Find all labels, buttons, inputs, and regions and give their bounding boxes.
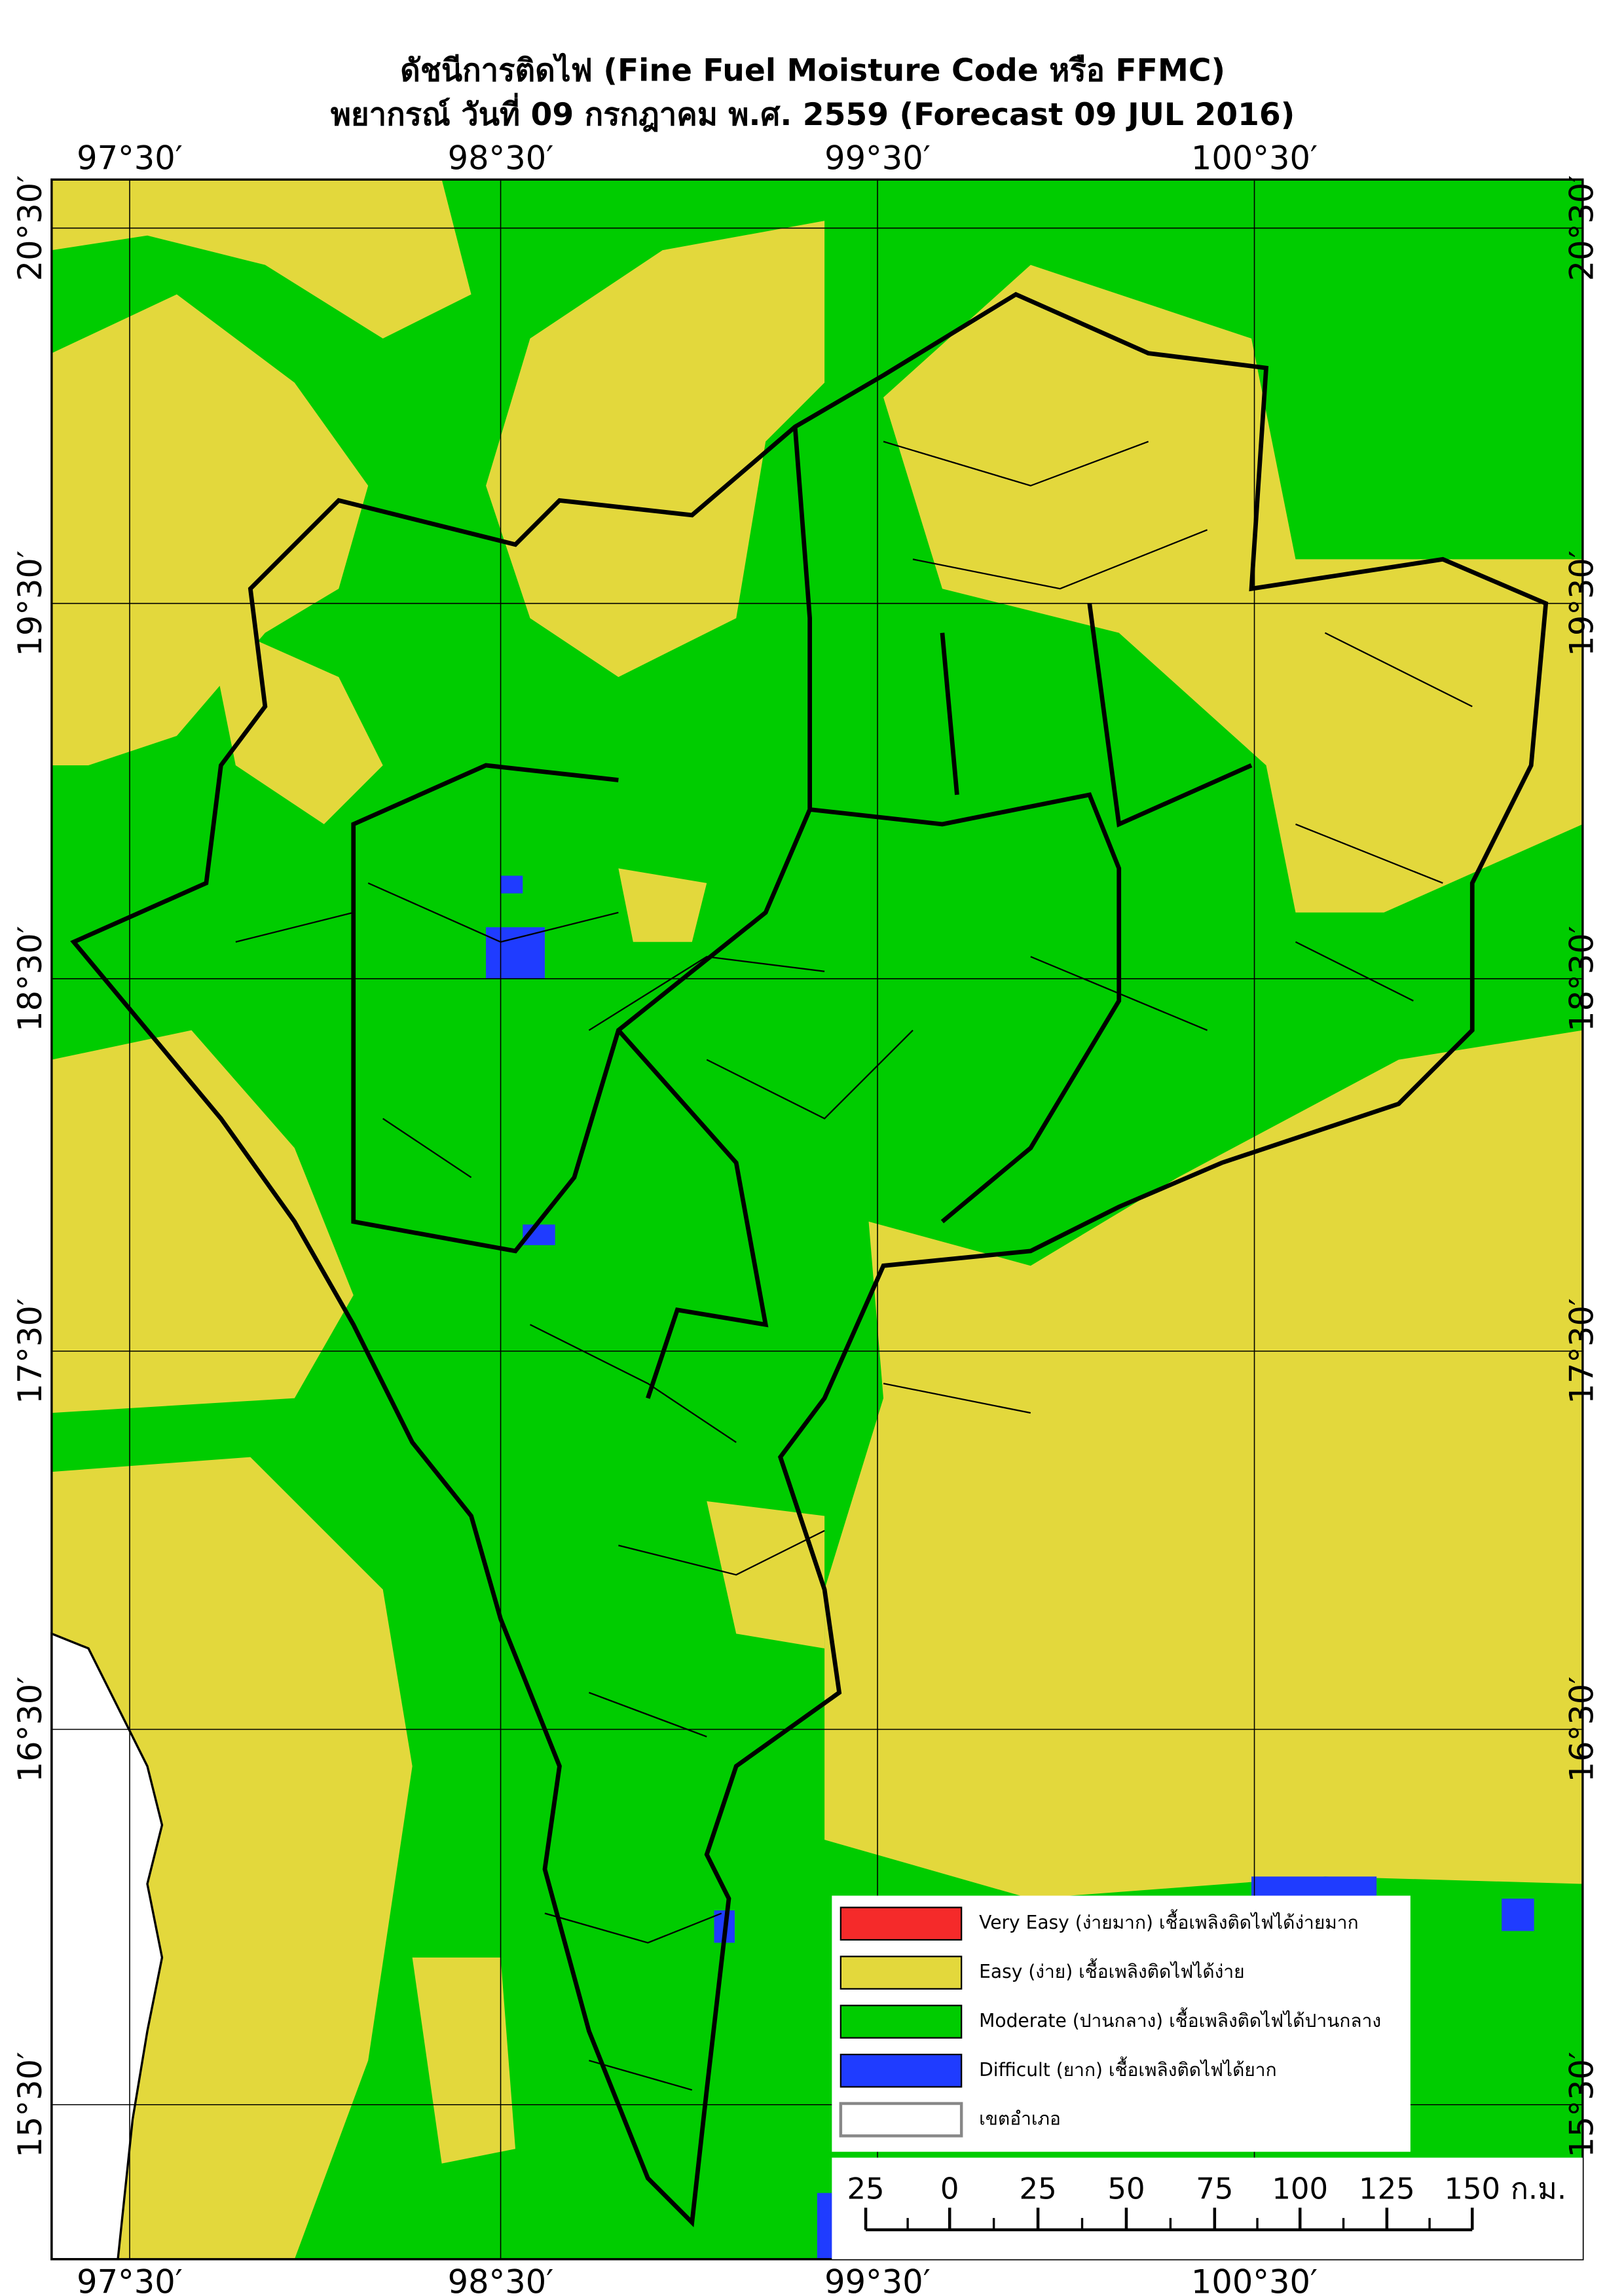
map-subtitle: พยากรณ์ วันที่ 09 กรกฎาคม พ.ศ. 2559 (For… xyxy=(331,92,1295,133)
scale-label: 50 xyxy=(1107,2172,1145,2206)
easy-areas xyxy=(51,179,1583,2259)
longitude-label: 97°30′ xyxy=(77,139,183,177)
latitude-label: 17°30′ xyxy=(1563,1298,1601,1404)
latitude-label: 19°30′ xyxy=(11,551,49,657)
latitude-label: 16°30′ xyxy=(11,1677,49,1783)
scale-box xyxy=(832,2157,1583,2259)
latitude-label: 20°30′ xyxy=(11,175,49,282)
scale-label: 25 xyxy=(1019,2172,1056,2206)
latitude-label: 18°30′ xyxy=(1563,926,1601,1032)
latitude-label: 20°30′ xyxy=(1563,175,1601,282)
latitude-label: 19°30′ xyxy=(1563,551,1601,657)
legend-label: Very Easy (ง่ายมาก) เชื้อเพลิงติดไฟได้ง่… xyxy=(979,1909,1358,1933)
latitude-label: 18°30′ xyxy=(11,926,49,1032)
latitude-label: 17°30′ xyxy=(11,1298,49,1404)
scale-label: 0 xyxy=(940,2172,959,2206)
map-frame xyxy=(50,178,1584,2261)
scale-bar: 25 0 25 50 75 100 125 150 ก.ม. xyxy=(832,2157,1583,2259)
graticule: 97°30′ 97°30′ 98°30′ 98°30′ 99°30′ 99°30′ 100°… xyxy=(11,139,1600,2296)
legend: Very Easy (ง่ายมาก) เชื้อเพลิงติดไฟได้ง่… xyxy=(832,1895,1411,2152)
legend-swatch xyxy=(840,1956,963,1990)
longitude-label: 97°30′ xyxy=(77,2263,183,2296)
legend-swatch xyxy=(840,2005,963,2039)
longitude-label: 100°30′ xyxy=(1191,139,1318,177)
map-title: ดัชนีการติดไฟ (Fine Fuel Moisture Code ห… xyxy=(400,52,1225,89)
latitude-label: 15°30′ xyxy=(11,2052,49,2158)
legend-swatch xyxy=(840,1906,963,1941)
legend-label: Easy (ง่าย) เชื้อเพลิงติดไฟได้ง่าย xyxy=(979,1958,1244,1982)
latitude-label: 15°30′ xyxy=(1563,2052,1601,2158)
longitude-label: 99°30′ xyxy=(824,2263,931,2296)
scale-label: 150 xyxy=(1444,2172,1500,2206)
scale-label: 125 xyxy=(1359,2172,1415,2206)
legend-items: Very Easy (ง่ายมาก) เชื้อเพลิงติดไฟได้ง่… xyxy=(839,1906,1381,2138)
scale-label: 75 xyxy=(1196,2172,1233,2206)
scale-unit: ก.ม. xyxy=(1511,2172,1566,2206)
province-boundaries xyxy=(70,291,1549,2227)
longitude-label: 98°30′ xyxy=(448,139,554,177)
latitude-label: 16°30′ xyxy=(1563,1677,1601,1783)
legend-swatch xyxy=(839,2102,963,2138)
legend-label: Difficult (ยาก) เชื้อเพลิงติดไฟได้ยาก xyxy=(979,2056,1276,2081)
longitude-label: 98°30′ xyxy=(448,2263,554,2296)
legend-swatch xyxy=(840,2053,963,2088)
longitude-label: 100°30′ xyxy=(1191,2263,1318,2296)
legend-label: Moderate (ปานกลาง) เชื้อเพลิงติดไฟได้ปาน… xyxy=(979,2007,1381,2032)
longitude-label: 99°30′ xyxy=(824,139,931,177)
frame-border xyxy=(50,178,1584,2261)
scale-label: 100 xyxy=(1272,2172,1328,2206)
legend-label: เขตอำเภอ xyxy=(979,2108,1061,2130)
scale-items: 25 0 25 50 75 100 125 150 ก.ม. xyxy=(847,2172,1566,2232)
scale-label: 25 xyxy=(847,2172,884,2206)
